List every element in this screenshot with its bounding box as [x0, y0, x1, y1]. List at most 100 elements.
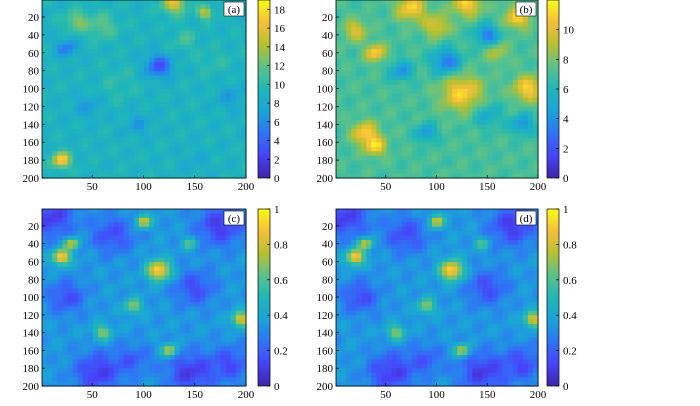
heatmap-cell — [226, 89, 232, 94]
heatmap-cell — [144, 293, 150, 298]
heatmap-cell — [103, 359, 109, 364]
heatmap-cell — [200, 62, 206, 67]
heatmap-cell — [452, 165, 458, 170]
heatmap-cell — [457, 151, 463, 156]
heatmap-cell — [119, 293, 125, 298]
heatmap-cell — [98, 138, 104, 143]
heatmap-cell — [210, 324, 216, 329]
heatmap-cell — [103, 134, 109, 139]
heatmap-cell — [134, 258, 140, 263]
heatmap-cell — [47, 236, 53, 241]
heatmap-cell — [236, 267, 242, 272]
heatmap-cell — [134, 373, 140, 378]
heatmap-cell — [200, 275, 206, 280]
heatmap-cell — [210, 289, 216, 294]
heatmap-cell — [134, 244, 140, 249]
heatmap-cell — [508, 209, 514, 214]
heatmap-cell — [62, 351, 68, 356]
heatmap-cell — [467, 36, 473, 41]
heatmap-cell — [129, 262, 135, 267]
heatmap-cell — [482, 169, 488, 174]
heatmap-cell — [139, 116, 145, 121]
heatmap-cell — [88, 227, 94, 232]
heatmap-cell — [402, 67, 408, 72]
heatmap-cell — [447, 156, 453, 161]
heatmap-cell — [417, 142, 423, 147]
heatmap-cell — [180, 93, 186, 98]
heatmap-cell — [134, 58, 140, 63]
heatmap-cell — [528, 67, 534, 72]
heatmap-cell — [417, 67, 423, 72]
heatmap-cell — [195, 98, 201, 103]
heatmap-cell — [376, 85, 382, 90]
heatmap-cell — [467, 138, 473, 143]
heatmap-cell — [154, 40, 160, 45]
heatmap-cell — [47, 213, 53, 218]
heatmap-cell — [503, 0, 509, 5]
heatmap-cell — [356, 62, 362, 67]
heatmap-cell — [52, 373, 58, 378]
heatmap-cell — [88, 244, 94, 249]
heatmap-cell — [52, 209, 58, 214]
heatmap-cell — [98, 116, 104, 121]
heatmap-cell — [154, 359, 160, 364]
heatmap-cell — [366, 67, 372, 72]
heatmap-cell — [88, 93, 94, 98]
heatmap-cell — [164, 289, 170, 294]
heatmap-cell — [47, 333, 53, 338]
heatmap-cell — [417, 93, 423, 98]
heatmap-cell — [200, 36, 206, 41]
heatmap-cell — [231, 328, 237, 333]
heatmap-cell — [336, 165, 342, 170]
heatmap-cell — [432, 209, 438, 214]
heatmap-cell — [452, 107, 458, 112]
heatmap-cell — [52, 169, 58, 174]
heatmap-cell — [113, 359, 119, 364]
heatmap-cell — [185, 13, 191, 18]
heatmap-cell — [447, 138, 453, 143]
heatmap-cell — [149, 151, 155, 156]
heatmap-cell — [154, 351, 160, 356]
heatmap-cell — [170, 244, 176, 249]
heatmap-cell — [366, 209, 372, 214]
heatmap-cell — [129, 284, 135, 289]
heatmap-cell — [236, 36, 242, 41]
heatmap-cell — [149, 236, 155, 241]
heatmap-cell — [236, 120, 242, 125]
heatmap-cell — [103, 147, 109, 152]
heatmap-cell — [47, 359, 53, 364]
heatmap-cell — [472, 31, 478, 36]
heatmap-cell — [528, 93, 534, 98]
heatmap-cell — [231, 58, 237, 63]
heatmap-cell — [170, 93, 176, 98]
heatmap-cell — [180, 324, 186, 329]
heatmap-cell — [83, 337, 89, 342]
heatmap-cell — [144, 134, 150, 139]
heatmap-cell — [371, 165, 377, 170]
heatmap-cell — [93, 359, 99, 364]
heatmap-cell — [236, 147, 242, 152]
heatmap-cell — [164, 111, 170, 116]
heatmap-cell — [78, 89, 84, 94]
heatmap-cell — [432, 107, 438, 112]
heatmap-cell — [159, 107, 165, 112]
heatmap-cell — [144, 142, 150, 147]
heatmap-cell — [513, 138, 519, 143]
heatmap-cell — [180, 351, 186, 356]
heatmap-cell — [108, 120, 114, 125]
heatmap-cell — [210, 80, 216, 85]
heatmap-cell — [73, 351, 79, 356]
heatmap-cell — [124, 373, 130, 378]
panel-b-y-tick-label: 140 — [317, 119, 334, 131]
heatmap-cell — [447, 80, 453, 85]
heatmap-cell — [467, 22, 473, 27]
heatmap-cell — [124, 359, 130, 364]
heatmap-cell — [402, 98, 408, 103]
heatmap-cell — [139, 315, 145, 320]
heatmap-cell — [457, 147, 463, 152]
heatmap-cell — [119, 289, 125, 294]
heatmap-cell — [462, 27, 468, 32]
panel-a-x-tick-label: 200 — [238, 181, 255, 193]
heatmap-cell — [62, 9, 68, 14]
heatmap-cell — [236, 93, 242, 98]
